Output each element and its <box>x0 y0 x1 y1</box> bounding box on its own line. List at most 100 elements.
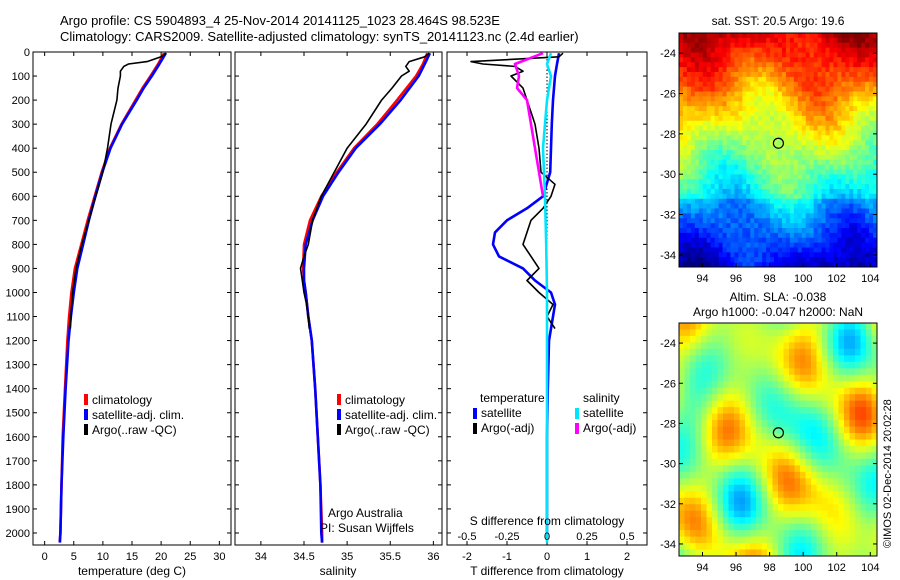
heatmap-cell <box>745 484 752 492</box>
heatmap-cell <box>869 179 874 185</box>
heatmap-cell <box>785 223 791 229</box>
heatmap-cell <box>838 426 845 434</box>
heatmap-cell <box>871 439 877 447</box>
heatmap-cell <box>762 42 767 49</box>
heatmap-cell <box>723 510 730 518</box>
heatmap-cell <box>679 381 686 389</box>
heatmap-cell <box>717 407 724 415</box>
heatmap-cell <box>861 91 866 97</box>
heatmap-cell <box>767 484 774 492</box>
heatmap-cell <box>817 223 823 229</box>
heatmap-cell <box>860 458 867 466</box>
heatmap-cell <box>742 106 747 112</box>
series-line-temperature-argo-adj- <box>470 52 564 330</box>
heatmap-cell <box>829 72 835 78</box>
heatmap-cell <box>860 329 867 337</box>
heatmap-cell <box>822 504 829 512</box>
heatmap-cell <box>717 361 724 369</box>
heatmap-cell <box>695 478 702 486</box>
heatmap-cell <box>837 203 842 210</box>
heatmap-cell <box>793 237 799 244</box>
heatmap-cell <box>714 52 720 58</box>
heatmap-cell <box>873 203 877 210</box>
heatmap-cell <box>813 169 819 175</box>
heatmap-cell <box>734 484 741 492</box>
heatmap-cell <box>797 72 803 78</box>
heatmap-cell <box>805 368 812 376</box>
heatmap-cell <box>845 135 850 141</box>
heatmap-cell <box>762 223 767 229</box>
heatmap-cell <box>723 536 730 544</box>
heatmap-cell <box>750 145 755 151</box>
heatmap-cell <box>865 208 870 214</box>
heatmap-cell <box>728 413 735 421</box>
heatmap-cell <box>679 164 684 171</box>
heatmap-cell <box>770 242 775 249</box>
heatmap-cell <box>750 368 757 376</box>
heatmap-cell <box>829 125 835 132</box>
heatmap-cell <box>750 159 755 166</box>
heatmap-cell <box>698 252 704 258</box>
heatmap-cell <box>865 106 870 112</box>
heatmap-cell <box>833 387 840 395</box>
heatmap-cell <box>833 257 838 263</box>
heatmap-cell <box>801 125 807 132</box>
heatmap-cell <box>794 465 801 473</box>
heatmap-cell <box>679 413 686 421</box>
heatmap-cell <box>805 348 812 356</box>
heatmap-cell <box>679 179 684 185</box>
heatmap-cell <box>789 203 795 210</box>
heatmap-cell <box>789 198 795 205</box>
heatmap-cell <box>845 218 850 224</box>
heatmap-cell <box>750 111 755 117</box>
heatmap-cell <box>698 257 704 263</box>
heatmap-cell <box>730 96 736 102</box>
heatmap-cell <box>833 52 838 58</box>
heatmap-cell <box>750 257 755 263</box>
heatmap-cell <box>853 237 858 244</box>
heatmap-cell <box>730 140 736 146</box>
heatmap-cell <box>805 96 811 102</box>
heatmap-cell <box>789 413 796 421</box>
heatmap-cell <box>841 120 846 127</box>
heatmap-cell <box>706 335 713 344</box>
heatmap-cell <box>750 342 757 350</box>
heatmap-cell <box>690 135 696 141</box>
heatmap-cell <box>746 130 751 136</box>
heatmap-cell <box>821 111 827 117</box>
heatmap-cell <box>770 111 775 117</box>
heatmap-cell <box>778 543 785 551</box>
heatmap-cell <box>695 484 702 492</box>
heatmap-cell <box>809 154 815 161</box>
heatmap-cell <box>809 145 815 151</box>
heatmap-cell <box>762 130 767 136</box>
heatmap-cell <box>722 193 728 200</box>
heatmap-cell <box>756 342 763 350</box>
heatmap-cell <box>794 517 801 525</box>
heatmap-cell <box>686 106 692 112</box>
heatmap-cell <box>833 504 840 512</box>
heatmap-cell <box>821 42 827 49</box>
heatmap-cell <box>694 52 700 58</box>
heatmap-cell <box>821 218 827 224</box>
heatmap-cell <box>714 47 720 54</box>
heatmap-cell <box>860 394 867 402</box>
heatmap-cell <box>817 208 823 214</box>
heatmap-cell <box>817 101 823 107</box>
heatmap-cell <box>825 91 831 97</box>
heatmap-cell <box>712 510 719 518</box>
heatmap-cell <box>698 52 704 58</box>
heatmap-cell <box>722 184 728 190</box>
sla-map-ticks: 94 96 98 100 102 104-24-26-28-30-32-34 <box>660 338 879 574</box>
heatmap-cell <box>844 329 851 337</box>
heatmap-cell <box>679 184 684 190</box>
heatmap-cell <box>722 86 728 93</box>
heatmap-cell <box>853 130 858 136</box>
heatmap-cell <box>739 361 746 369</box>
heatmap-cell <box>783 374 790 382</box>
heatmap-cell <box>754 96 759 102</box>
heatmap-cell <box>789 67 795 73</box>
heatmap-cell <box>857 228 862 234</box>
heatmap-cell <box>730 174 736 180</box>
